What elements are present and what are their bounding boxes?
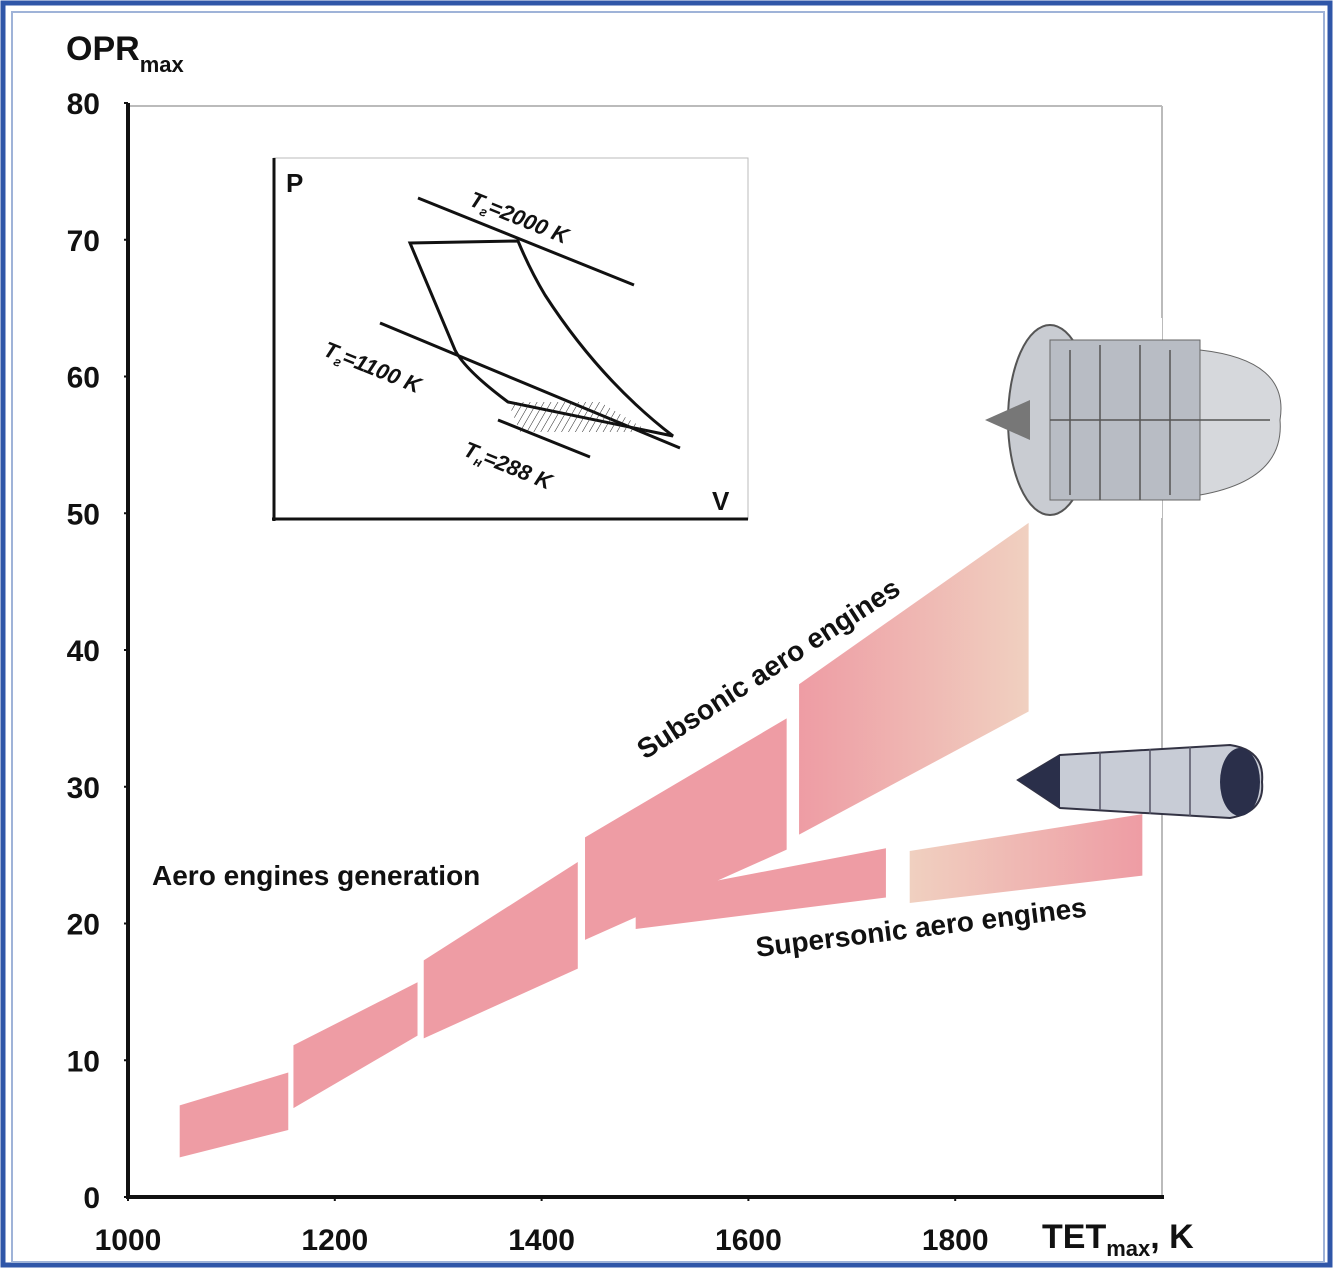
turbofan-image [985, 318, 1281, 518]
turbojet-image [1018, 745, 1262, 818]
inset: P V Tг=2000 K Tг=1100 K Tн=288 K [272, 158, 748, 521]
inset-x-label: V [712, 486, 730, 516]
band [910, 814, 1143, 903]
x-tick-label: 1600 [715, 1224, 782, 1257]
y-tick-label: 10 [67, 1045, 100, 1078]
x-tick-label: 1400 [508, 1224, 575, 1257]
y-tick-label: 40 [67, 635, 100, 668]
y-tick-label: 60 [67, 362, 100, 395]
annotation: Aero engines generation [152, 860, 480, 891]
band [180, 1073, 289, 1158]
y-tick-label: 20 [67, 909, 100, 942]
page: OPRmax TETmax, K Aero engines generation… [0, 0, 1333, 1268]
x-tick-label: 1000 [95, 1224, 162, 1257]
inset-y-label: P [286, 168, 303, 198]
y-tick-label: 0 [83, 1182, 100, 1215]
x-tick-label: 1200 [301, 1224, 368, 1257]
y-tick-label: 50 [67, 498, 100, 531]
chart: OPRmax TETmax, K Aero engines generation… [0, 0, 1333, 1268]
y-tick-label: 70 [67, 225, 100, 258]
band [799, 523, 1029, 835]
y-axis-label: OPRmax [66, 30, 184, 77]
x-axis-label: TETmax, K [1042, 1218, 1194, 1261]
band [293, 982, 417, 1108]
x-tick-label: 1800 [922, 1224, 989, 1257]
y-tick-label: 80 [67, 88, 100, 121]
y-tick-label: 30 [67, 772, 100, 805]
